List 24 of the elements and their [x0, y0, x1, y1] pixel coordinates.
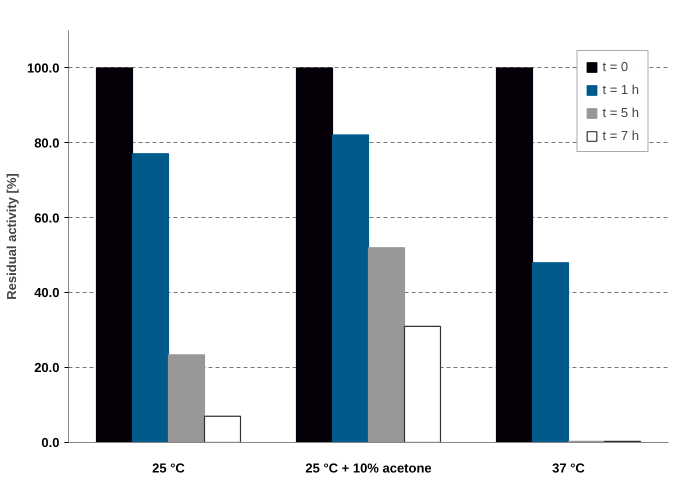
- bar: [296, 67, 334, 442]
- legend-label: t = 0: [602, 59, 628, 74]
- y-tick-label: 0.0: [41, 435, 60, 450]
- bar: [168, 354, 206, 442]
- legend-label: t = 7 h: [602, 128, 639, 143]
- y-tick-label: 100.0: [26, 60, 60, 76]
- legend-label: t = 5 h: [602, 105, 639, 120]
- bar: [532, 262, 570, 442]
- x-tick-label: 25 °C: [152, 460, 186, 476]
- y-tick-label: 80.0: [34, 135, 60, 150]
- bar: [132, 153, 170, 442]
- y-axis-title: Residual activity [%]: [4, 173, 19, 300]
- y-tick-label: 60.0: [34, 210, 60, 226]
- legend-label: t = 1 h: [602, 82, 639, 97]
- y-tick-label: 20.0: [34, 360, 60, 376]
- bar: [496, 67, 534, 442]
- bar: [404, 326, 442, 442]
- bar: [96, 67, 134, 442]
- bar: [368, 247, 406, 442]
- bar: [204, 416, 242, 442]
- bar: [332, 134, 370, 442]
- x-tick-label: 37 °C: [552, 460, 586, 476]
- x-tick-label: 25 °C + 10% acetone: [305, 460, 432, 476]
- y-tick-label: 40.0: [34, 285, 60, 300]
